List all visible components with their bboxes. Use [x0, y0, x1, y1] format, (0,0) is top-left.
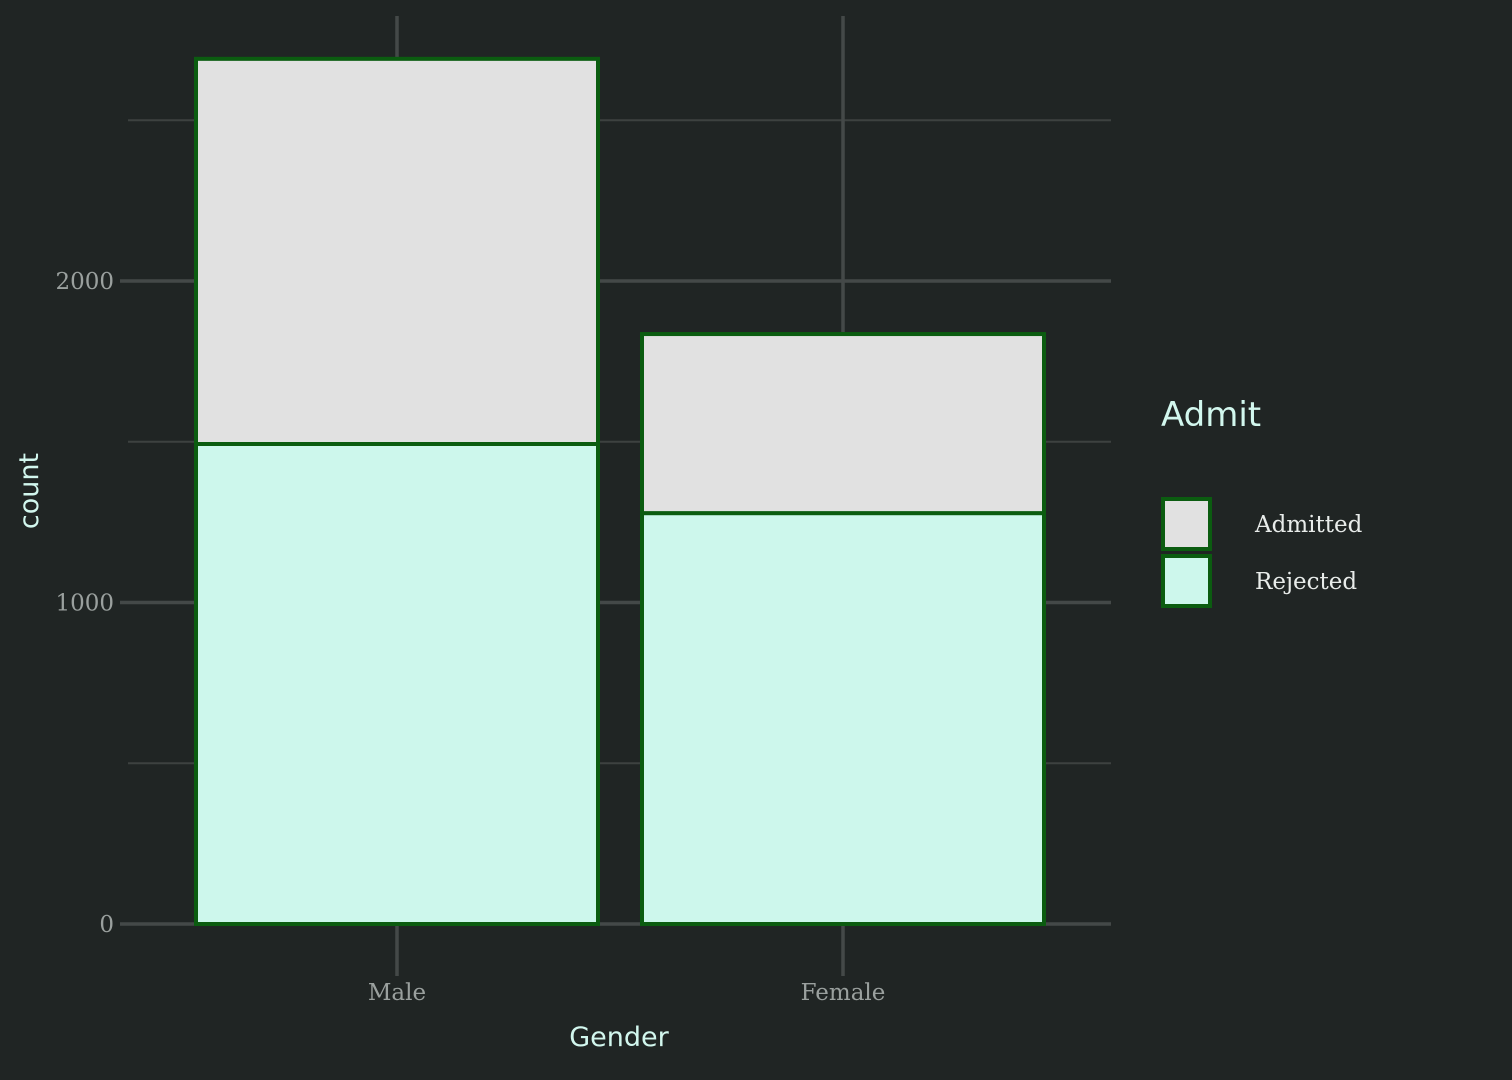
- x-tick-label: Female: [801, 980, 886, 1006]
- bar-female-admitted: [640, 332, 1046, 516]
- bar-male-admitted: [194, 56, 600, 447]
- y-tick-label: 0: [99, 912, 114, 938]
- bar-male-rejected: [194, 442, 600, 926]
- legend-key-rejected: [1161, 554, 1212, 608]
- y-tick-label: 2000: [55, 269, 114, 295]
- legend-label-admitted: Admitted: [1254, 512, 1363, 538]
- bar-layer: [194, 56, 1046, 926]
- y-tick-label: 1000: [55, 591, 114, 617]
- y-axis-title: count: [14, 453, 45, 529]
- legend-title: Admit: [1161, 395, 1261, 435]
- legend-items: Admitted Rejected: [1161, 497, 1363, 608]
- legend-label-rejected: Rejected: [1255, 569, 1357, 595]
- bar-female-rejected: [640, 511, 1046, 926]
- x-tick-label: Male: [368, 980, 426, 1006]
- x-axis-title: Gender: [569, 1022, 669, 1053]
- legend: Admit Admitted Rejected: [1161, 395, 1363, 608]
- tick-layer: 0 1000 2000 Male Female: [55, 269, 885, 1006]
- legend-key-admitted: [1161, 497, 1212, 551]
